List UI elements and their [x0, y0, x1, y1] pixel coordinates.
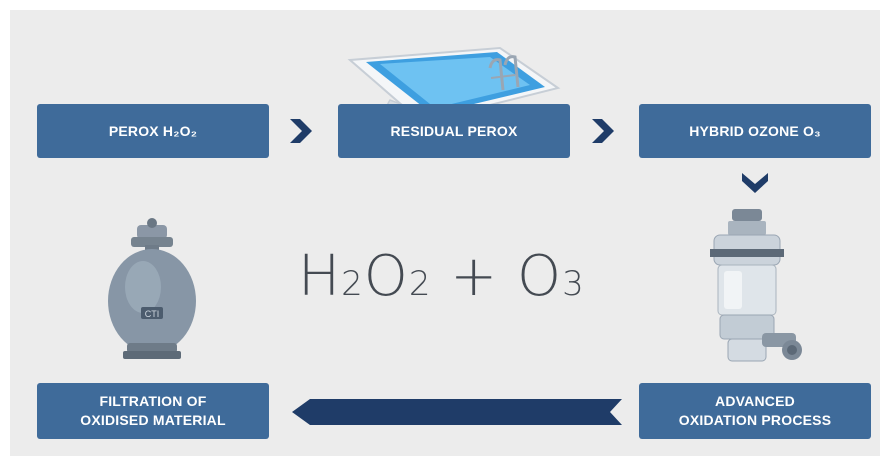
svg-text:CTI: CTI: [145, 309, 160, 319]
step-filtration-label-line1: FILTRATION OF: [80, 392, 225, 411]
step-filtration-box: FILTRATION OF OXIDISED MATERIAL: [37, 383, 269, 439]
formula-subscript: 2: [341, 264, 364, 304]
long-arrow-left-icon: [292, 399, 622, 425]
chevron-right-icon: [592, 119, 614, 143]
sand-filter-icon: CTI: [105, 215, 200, 365]
step-perox-box: PEROX H₂O₂: [37, 104, 269, 158]
formula-h: H: [298, 244, 341, 309]
ozone-unit-icon: [700, 205, 820, 375]
chemical-formula: H2O2 + O3: [298, 244, 628, 324]
step-advanced-oxidation-box: ADVANCED OXIDATION PROCESS: [639, 383, 871, 439]
formula-o3: O: [517, 244, 562, 309]
formula-plus: +: [431, 244, 517, 309]
formula-subscript: 3: [562, 264, 585, 304]
step-advanced-label-line2: OXIDATION PROCESS: [679, 411, 832, 430]
chevron-right-icon: [290, 119, 312, 143]
step-hybrid-ozone-label: HYBRID OZONE O₃: [689, 122, 821, 141]
step-filtration-label-line2: OXIDISED MATERIAL: [80, 411, 225, 430]
step-perox-label: PEROX H₂O₂: [109, 122, 197, 141]
step-residual-perox-label: RESIDUAL PEROX: [390, 122, 517, 141]
formula-o: O: [364, 244, 409, 309]
formula-subscript: 2: [409, 264, 432, 304]
step-residual-perox-box: RESIDUAL PEROX: [338, 104, 570, 158]
chevron-down-icon: [742, 173, 768, 193]
step-hybrid-ozone-box: HYBRID OZONE O₃: [639, 104, 871, 158]
step-advanced-label-line1: ADVANCED: [679, 392, 832, 411]
